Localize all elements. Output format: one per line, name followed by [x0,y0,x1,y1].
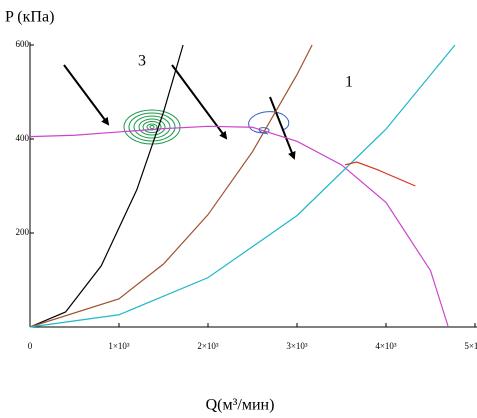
curve [29,44,184,328]
x-axis-label: Q(м³/мин) [206,397,275,414]
x-tick-label: 2×10³ [197,341,219,351]
curve [29,44,313,328]
curve [29,44,456,328]
y-tick-label: 200 [16,227,30,237]
x-tick-label: 3×10³ [286,341,308,351]
x-tick-label: 4×10³ [375,341,397,351]
spiral-blue [248,111,290,135]
spiral-green [123,109,181,145]
annotation: 1 [345,74,353,91]
y-tick-label: 600 [16,39,30,49]
x-tick-label: 0 [28,341,33,351]
x-tick-label: 1×10³ [108,341,130,351]
y-tick-label: 400 [16,133,30,143]
curve [344,161,416,187]
x-tick-label: 5×10³ [464,341,477,351]
y-axis-label: P (кПа) [5,9,54,26]
arrows [63,64,296,160]
curve [29,125,449,328]
annotation: 3 [138,53,146,70]
